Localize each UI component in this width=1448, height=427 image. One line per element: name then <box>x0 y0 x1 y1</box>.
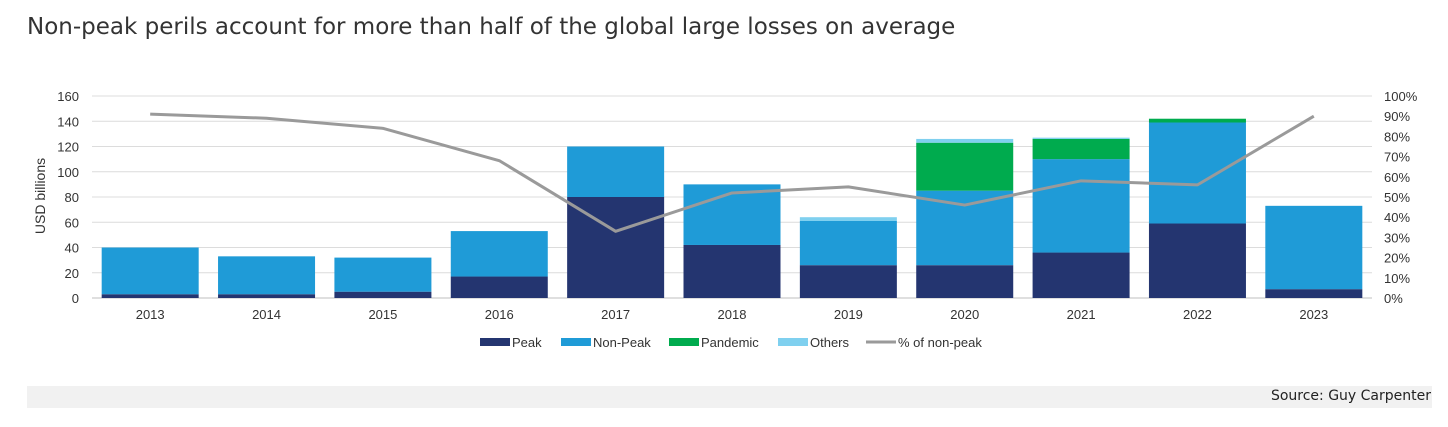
y2-tick-label: 30% <box>1384 230 1410 245</box>
y-axis-label: USD billions <box>32 158 48 234</box>
bar-peak-2016 <box>450 276 548 298</box>
bar-peak-2018 <box>683 244 781 298</box>
y-tick-label: 80 <box>65 190 79 205</box>
legend-swatch-pandemic <box>669 338 699 346</box>
bar-non-peak-2022 <box>1148 122 1246 224</box>
x-tick-label: 2020 <box>950 307 979 322</box>
y-tick-label: 140 <box>57 114 79 129</box>
y-tick-label: 40 <box>65 241 79 256</box>
x-tick-label: 2017 <box>601 307 630 322</box>
x-tick-label: 2021 <box>1067 307 1096 322</box>
x-tick-label: 2013 <box>136 307 165 322</box>
y2-tick-label: 80% <box>1384 129 1410 144</box>
bar-peak-2023 <box>1265 289 1363 298</box>
source-text: Source: Guy Carpenter <box>1270 388 1431 404</box>
x-tick-label: 2016 <box>485 307 514 322</box>
y2-tick-label: 40% <box>1384 210 1410 225</box>
bar-pandemic-2020 <box>916 142 1014 191</box>
left-axis: 0 20 40 60 80 100 120 140 160 <box>57 89 79 306</box>
legend-swatch-peak <box>480 338 510 346</box>
y2-tick-label: 60% <box>1384 170 1410 185</box>
y2-tick-label: 20% <box>1384 251 1410 266</box>
line-non-peak <box>150 112 1315 233</box>
y-tick-label: 0 <box>72 291 79 306</box>
bar-others-2019 <box>799 217 897 221</box>
legend-label-others: Others <box>810 335 850 350</box>
bar-peak-2015 <box>334 291 432 298</box>
x-tick-label: 2018 <box>718 307 747 322</box>
y2-tick-label: 70% <box>1384 150 1410 165</box>
legend-swatch-non-peak <box>561 338 591 346</box>
bar-non-peak-2023 <box>1265 205 1363 290</box>
legend-label--of-non-peak: % of non-peak <box>898 335 982 350</box>
y-tick-label: 120 <box>57 140 79 155</box>
bar-peak-2020 <box>916 265 1014 298</box>
y-tick-label: 60 <box>65 215 79 230</box>
right-axis: 0% 10% 20% 30% 40% 50% 60% 70% 80% 90% 100% <box>1384 89 1418 306</box>
line-series <box>150 112 1315 233</box>
y-tick-label: 100 <box>57 165 79 180</box>
y2-tick-label: 10% <box>1384 271 1410 286</box>
legend: Peak Non-Peak Pandemic Others % of non-peak <box>480 335 982 350</box>
x-tick-label: 2022 <box>1183 307 1212 322</box>
bar-non-peak-2020 <box>916 190 1014 266</box>
y-tick-label: 160 <box>57 89 79 104</box>
y2-tick-label: 50% <box>1384 190 1410 205</box>
source-bar: Source: Guy Carpenter <box>27 386 1432 408</box>
bar-pandemic-2022 <box>1148 118 1246 123</box>
bar-peak-2013 <box>101 294 199 298</box>
legend-swatch-others <box>778 338 808 346</box>
x-tick-label: 2019 <box>834 307 863 322</box>
bar-others-2020 <box>916 138 1014 143</box>
bar-peak-2019 <box>799 265 897 298</box>
bar-peak-2017 <box>567 197 665 298</box>
bar-non-peak-2015 <box>334 257 432 292</box>
x-tick-label: 2014 <box>252 307 281 322</box>
bars <box>101 118 1363 298</box>
x-tick-label: 2015 <box>368 307 397 322</box>
bar-others-2021 <box>1032 137 1130 139</box>
bar-non-peak-2016 <box>450 231 548 277</box>
bar-pandemic-2021 <box>1032 138 1130 160</box>
bar-peak-2014 <box>218 294 316 298</box>
bar-peak-2021 <box>1032 252 1130 298</box>
bar-non-peak-2013 <box>101 247 199 295</box>
bar-non-peak-2021 <box>1032 159 1130 253</box>
y2-tick-label: 0% <box>1384 291 1403 306</box>
chart: 0 20 40 60 80 100 120 140 160 0% 10% 20% 30% 40% 50% 6… <box>32 89 1418 350</box>
legend-label-pandemic: Pandemic <box>701 335 759 350</box>
bar-non-peak-2014 <box>218 256 316 295</box>
y-tick-label: 20 <box>65 266 79 281</box>
y2-tick-label: 100% <box>1384 89 1418 104</box>
legend-label-non-peak: Non-Peak <box>593 335 651 350</box>
bar-peak-2022 <box>1148 223 1246 298</box>
legend-label-peak: Peak <box>512 335 542 350</box>
x-tick-label: 2023 <box>1299 307 1328 322</box>
x-axis: 2013 2014 2015 2016 2017 2018 2019 2020 2021 2022… <box>136 307 1329 322</box>
chart-title: Non-peak perils account for more than ha… <box>27 14 956 40</box>
y2-tick-label: 90% <box>1384 109 1410 124</box>
bar-non-peak-2019 <box>799 220 897 266</box>
bar-non-peak-2017 <box>567 146 665 197</box>
